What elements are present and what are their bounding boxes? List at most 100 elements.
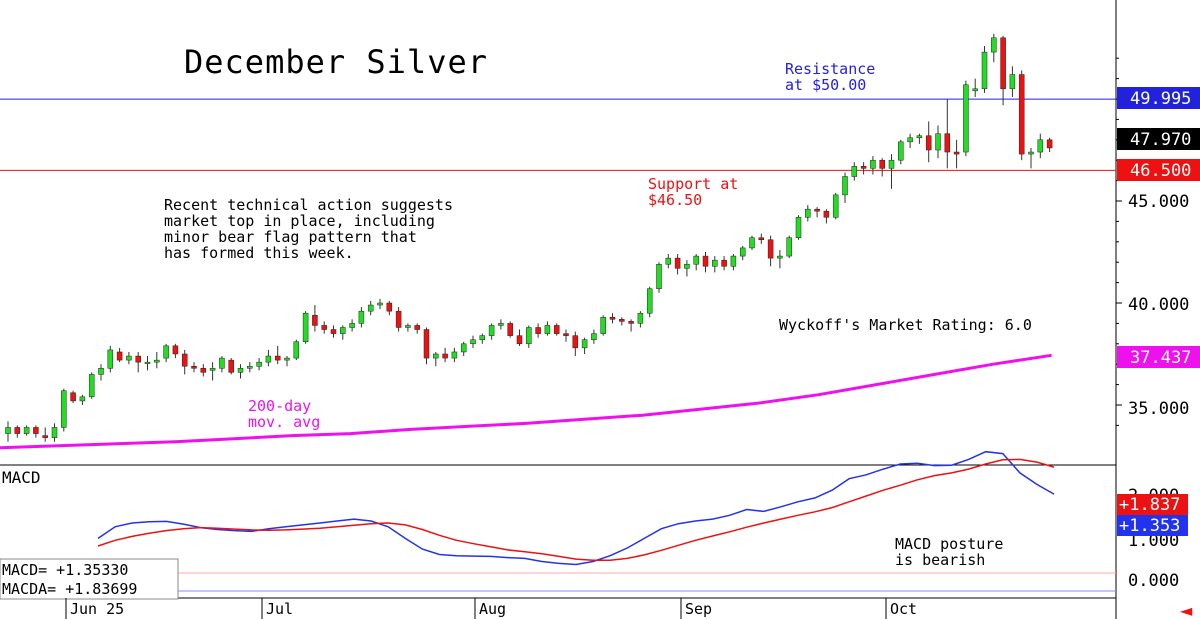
x-label-jun25: Jun 25	[70, 600, 124, 618]
candle-body	[144, 361, 151, 364]
candle-body	[330, 329, 337, 334]
candle-body	[14, 427, 21, 434]
resistance-price-label: 49.995	[1130, 89, 1191, 109]
candle-body	[42, 435, 48, 438]
candle-body	[498, 323, 504, 326]
candle-body	[600, 317, 606, 334]
candle-body	[991, 37, 997, 53]
macd-tick-label-0: 0.000	[1128, 571, 1179, 591]
candle-body	[340, 327, 346, 334]
candle-body	[609, 317, 616, 320]
candle-body	[98, 368, 104, 375]
candle-body	[842, 176, 848, 196]
ma200-line	[0, 353, 1052, 450]
last-price-box	[1117, 128, 1200, 150]
market-rating: Wyckoff's Market Rating: 6.0	[779, 316, 1032, 334]
candle-body	[172, 345, 179, 355]
candle-body	[712, 259, 718, 267]
support-annotation-1: Support at	[648, 175, 738, 193]
candle-body	[907, 137, 913, 143]
candle-body	[944, 133, 951, 153]
macd-note-2: is bearish	[895, 551, 985, 569]
candle-body	[1028, 151, 1034, 155]
candle-body	[674, 257, 681, 269]
candle-body	[553, 325, 560, 334]
x-label-aug: Aug	[479, 600, 506, 618]
candle-body	[1018, 74, 1025, 155]
candle-body	[916, 135, 923, 139]
candle-body	[981, 51, 988, 90]
candle-body	[1000, 37, 1006, 90]
candle-body	[247, 365, 253, 369]
candle-body	[572, 335, 579, 349]
candle-body	[302, 312, 309, 343]
candle-body	[274, 355, 281, 361]
candle-body	[888, 159, 895, 169]
candle-body	[237, 368, 244, 373]
candle-body	[544, 325, 551, 334]
candle-body	[61, 390, 67, 428]
candle-body	[739, 247, 746, 257]
scroll-left-arrow-icon[interactable]: ◄	[1180, 601, 1193, 619]
candle-body	[470, 339, 476, 345]
candle-body	[488, 325, 495, 336]
commentary-line-4: has formed this week.	[164, 244, 354, 262]
candle-body	[367, 304, 374, 312]
price-tick-label-45: 45.000	[1128, 192, 1189, 212]
candle-body	[358, 310, 365, 324]
candle-body	[749, 237, 755, 249]
candle-body	[851, 166, 858, 177]
candle-body	[423, 329, 430, 359]
x-label-oct: Oct	[890, 600, 917, 618]
price-tick-label-40: 40.000	[1128, 295, 1189, 315]
commentary-line-2: market top in place, including	[164, 212, 435, 230]
resistance-annotation-1: Resistance	[785, 60, 875, 78]
candle-body	[972, 88, 978, 92]
candle-body	[563, 333, 569, 336]
candle-body	[386, 302, 393, 312]
candle-body	[395, 310, 402, 328]
candle-body	[767, 239, 774, 259]
candle-body	[293, 341, 300, 359]
candle-body	[154, 359, 160, 363]
candle-body	[312, 314, 318, 326]
candle-body	[107, 349, 114, 369]
candle-body	[535, 327, 541, 334]
candle-body	[702, 255, 709, 267]
candle-body	[898, 141, 904, 161]
candle-body	[814, 208, 820, 212]
last-price-label: 47.970	[1130, 130, 1191, 150]
candle-body	[33, 427, 39, 434]
candle-body	[163, 345, 169, 359]
commentary-line-1: Recent technical action suggests	[164, 196, 453, 214]
candle-body	[460, 343, 467, 353]
candle-body	[1046, 139, 1053, 149]
macd-panel-title: MACD	[2, 468, 41, 487]
candle-body	[637, 312, 644, 324]
macd-readout-macd: MACD= +1.35330	[2, 561, 128, 579]
support-annotation-2: $46.50	[648, 191, 702, 209]
candle-body	[860, 166, 867, 169]
macd-signal-line	[97, 458, 1055, 562]
candle-body	[805, 208, 811, 218]
candle-body	[646, 288, 653, 314]
support-price-box	[1117, 159, 1200, 181]
macd-signal-value-label: +1.837	[1119, 495, 1180, 515]
commentary-line-3: minor bear flag pattern that	[164, 228, 417, 246]
candle-body	[1009, 74, 1016, 90]
candle-body	[79, 396, 86, 402]
candle-body	[693, 255, 699, 265]
candle-body	[228, 359, 234, 373]
candle-body	[479, 335, 486, 340]
macd-signal-value-box	[1117, 494, 1188, 515]
candle-body	[684, 263, 690, 269]
candle-body	[219, 357, 225, 369]
chart-title: December Silver	[184, 43, 488, 81]
candle-body	[256, 361, 262, 367]
candle-body	[786, 237, 792, 257]
candle-body	[795, 217, 802, 238]
candle-body	[507, 323, 513, 336]
candle-body	[88, 374, 95, 398]
macd-value-box	[1117, 515, 1188, 536]
candle-body	[200, 368, 207, 373]
